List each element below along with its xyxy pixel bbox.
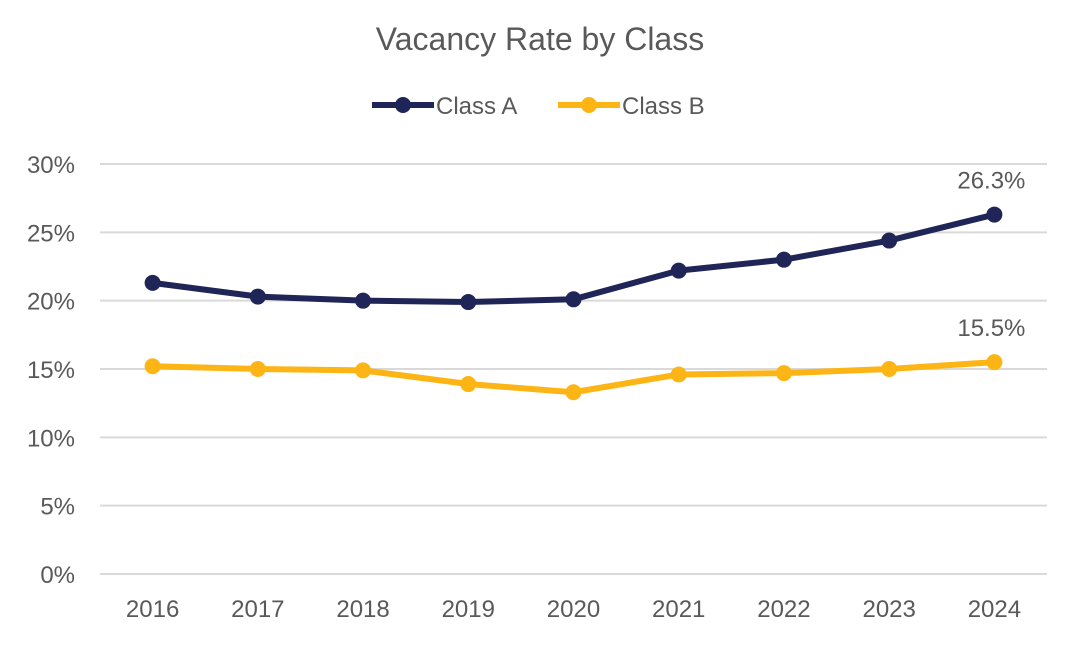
data-point [881,361,898,377]
data-point [565,384,582,401]
y-axis-ticks: 0% 5% 10% 15% 20% 25% 30% [27,152,75,589]
x-tick-label: 2024 [968,596,1021,623]
data-point [986,206,1003,223]
y-tick-label: 30% [27,152,75,179]
y-tick-label: 15% [27,357,75,384]
data-point [460,376,477,393]
x-tick-label: 2021 [652,596,705,623]
data-point [775,251,792,268]
series-line [152,211,996,306]
y-tick-label: 10% [27,425,75,452]
x-axis-ticks: 2016 2017 2018 2019 2020 2021 2022 2023 2024 [126,596,1021,623]
data-point [144,274,161,291]
x-tick-label: 2022 [757,596,810,623]
legend-item: Class B [558,93,705,120]
x-tick-label: 2018 [336,596,389,623]
series-class-b: 15.5% [144,315,1025,401]
data-point [355,362,372,379]
data-point [670,262,687,279]
legend-label: Class B [622,93,705,120]
data-point [249,288,266,305]
data-point [881,232,898,249]
legend-swatch-marker [395,97,411,113]
data-point [249,361,266,377]
data-label: 15.5% [957,315,1025,342]
y-tick-label: 0% [40,562,75,589]
x-tick-label: 2023 [862,596,915,623]
legend-item: Class A [372,93,517,120]
x-tick-label: 2016 [126,596,179,623]
data-point [670,366,687,383]
y-tick-label: 5% [40,494,75,521]
series-group: 26.3% 15.5% [144,168,1025,401]
x-tick-label: 2017 [231,596,284,623]
data-point [144,358,161,375]
series-class-a: 26.3% [144,168,1025,311]
data-point [355,292,372,309]
data-point [775,365,792,382]
data-point [986,354,1003,371]
y-tick-label: 20% [27,289,75,316]
legend-label: Class A [436,93,517,120]
legend: Class A Class B [372,93,705,120]
x-tick-label: 2020 [547,596,600,623]
data-point [565,291,582,308]
x-tick-label: 2019 [442,596,495,623]
data-label: 26.3% [957,168,1025,195]
y-tick-label: 25% [27,220,75,247]
data-point [460,294,477,311]
chart-title: Vacancy Rate by Class [376,21,704,57]
legend-swatch-marker [581,97,597,113]
